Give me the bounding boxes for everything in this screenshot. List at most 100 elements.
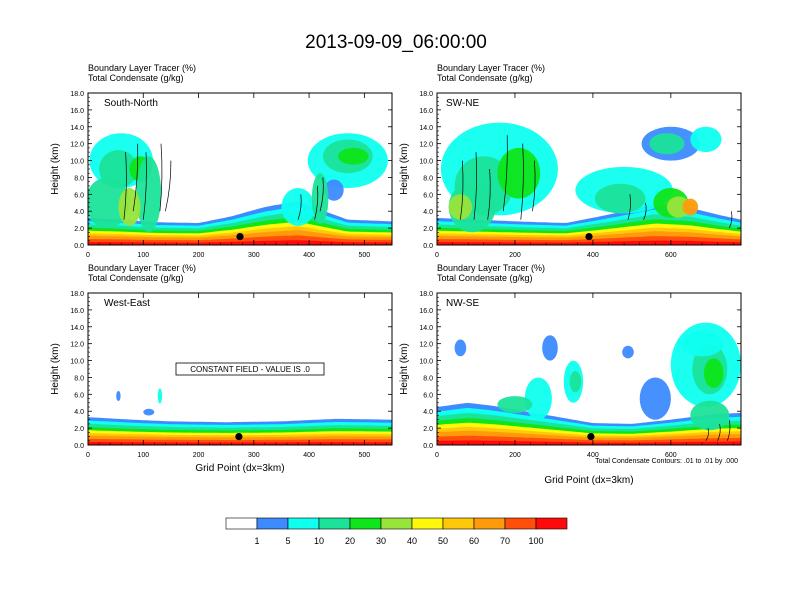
y-tick-label: 4.0	[74, 409, 84, 416]
y-tick-label: 2.0	[74, 426, 84, 433]
y-axis-label: Height (km)	[399, 143, 410, 195]
x-tick-label: 100	[137, 452, 149, 459]
tracer-plume	[143, 408, 155, 416]
y-tick-label: 8.0	[423, 175, 433, 182]
tracer-band	[88, 441, 392, 445]
plot-area	[88, 93, 392, 245]
x-tick-label: 400	[587, 452, 599, 459]
y-tick-label: 2.0	[423, 226, 433, 233]
tracer-plume	[594, 183, 646, 214]
x-tick-label: 300	[248, 452, 260, 459]
y-tick-label: 18.0	[419, 91, 433, 98]
y-tick-label: 12.0	[419, 142, 433, 149]
plot-area	[437, 93, 741, 245]
tracer-band	[437, 440, 741, 445]
condensate-contour	[643, 202, 647, 220]
y-tick-label: 10.0	[419, 159, 433, 166]
colorbar-label: 30	[376, 536, 386, 546]
tracer-plume	[690, 400, 730, 431]
condensate-contour	[473, 152, 478, 220]
y-tick-label: 6.0	[74, 192, 84, 199]
condensate-contour	[727, 419, 731, 441]
location-marker	[235, 433, 243, 441]
y-tick-label: 18.0	[70, 91, 84, 98]
panel-label: SW-NE	[446, 98, 479, 109]
condensate-contour	[297, 194, 302, 220]
y-tick-label: 18.0	[70, 291, 84, 298]
x-tick-label: 300	[248, 252, 260, 259]
x-tick-label: 400	[303, 252, 315, 259]
x-tick-label: 400	[303, 452, 315, 459]
colorbar-cell	[256, 517, 289, 530]
condensate-contour	[314, 185, 319, 220]
x-tick-label: 500	[359, 452, 371, 459]
y-tick-label: 0.0	[423, 243, 433, 250]
y-tick-label: 4.0	[74, 209, 84, 216]
condensate-contour	[132, 143, 139, 212]
plot-area	[88, 293, 392, 445]
tracer-plume	[542, 335, 558, 361]
tracer-plume	[88, 177, 130, 229]
tracer-plume	[116, 390, 121, 402]
y-axis-label: Height (km)	[50, 143, 61, 195]
panel-subtitle-condensate: Total Condensate (g/kg)	[437, 73, 533, 83]
colorbar-cell	[504, 517, 537, 530]
tracer-plume	[118, 188, 141, 226]
condensate-contour	[627, 194, 631, 220]
condensate-contour	[502, 135, 508, 212]
x-tick-label: 0	[435, 452, 439, 459]
condensate-contour	[123, 152, 127, 220]
panel-subtitle-tracer: Boundary Layer Tracer (%)	[88, 263, 196, 273]
y-tick-label: 14.0	[419, 125, 433, 132]
colorbar: 1 5 10 20 30 40 50 60 70 100	[225, 517, 568, 546]
colorbar-cell	[380, 517, 413, 530]
x-tick-label: 0	[86, 452, 90, 459]
figure-title: 2013-09-09_06:00:00	[305, 32, 487, 53]
panel-subtitle-condensate: Total Condensate (g/kg)	[88, 273, 184, 283]
panel-sw-ne: Boundary Layer Tracer (%) Total Condensa…	[399, 63, 742, 259]
panel-subtitle-tracer: Boundary Layer Tracer (%)	[437, 263, 545, 273]
y-tick-label: 16.0	[419, 308, 433, 315]
tracer-plume	[497, 147, 541, 199]
y-tick-label: 12.0	[70, 142, 84, 149]
tracer-plume	[622, 345, 634, 359]
x-axis-label: Grid Point (dx=3km)	[195, 463, 284, 474]
tracer-plume	[324, 179, 344, 201]
colorbar-label: 100	[528, 536, 543, 546]
y-tick-label: 0.0	[74, 443, 84, 450]
y-tick-label: 6.0	[423, 192, 433, 199]
tracer-plume	[639, 377, 671, 420]
panel-label: West-East	[104, 298, 150, 309]
condensate-contour	[159, 143, 163, 212]
condensate-contour	[487, 168, 491, 220]
tracer-plume	[524, 377, 552, 420]
y-tick-label: 14.0	[70, 325, 84, 332]
y-tick-label: 12.0	[70, 342, 84, 349]
condensate-contour	[717, 423, 721, 441]
x-tick-label: 100	[137, 252, 149, 259]
colorbar-label: 20	[345, 536, 355, 546]
panel-west-east: Boundary Layer Tracer (%) Total Condensa…	[50, 263, 393, 474]
y-tick-label: 2.0	[423, 426, 433, 433]
x-tick-label: 600	[665, 252, 677, 259]
tracer-plume	[649, 133, 685, 155]
tracer-plume	[448, 194, 473, 220]
colorbar-cell	[225, 517, 258, 530]
colorbar-cell	[411, 517, 444, 530]
tracer-plume	[682, 198, 699, 216]
tracer-band	[88, 240, 392, 245]
tracer-plume	[454, 339, 467, 357]
y-tick-label: 14.0	[70, 125, 84, 132]
panel-nw-se: Boundary Layer Tracer (%) Total Condensa…	[399, 263, 742, 486]
x-tick-label: 200	[509, 452, 521, 459]
constant-field-label: CONSTANT FIELD - VALUE IS .0	[190, 365, 310, 374]
y-tick-label: 4.0	[423, 409, 433, 416]
condensate-contour	[142, 152, 147, 220]
contour-note: Total Condensate Contours: .01 to .01 by…	[595, 458, 738, 465]
colorbar-cell	[349, 517, 382, 530]
panel-label: NW-SE	[446, 298, 479, 309]
y-tick-label: 10.0	[70, 359, 84, 366]
location-marker	[587, 433, 595, 441]
x-tick-label: 400	[587, 252, 599, 259]
